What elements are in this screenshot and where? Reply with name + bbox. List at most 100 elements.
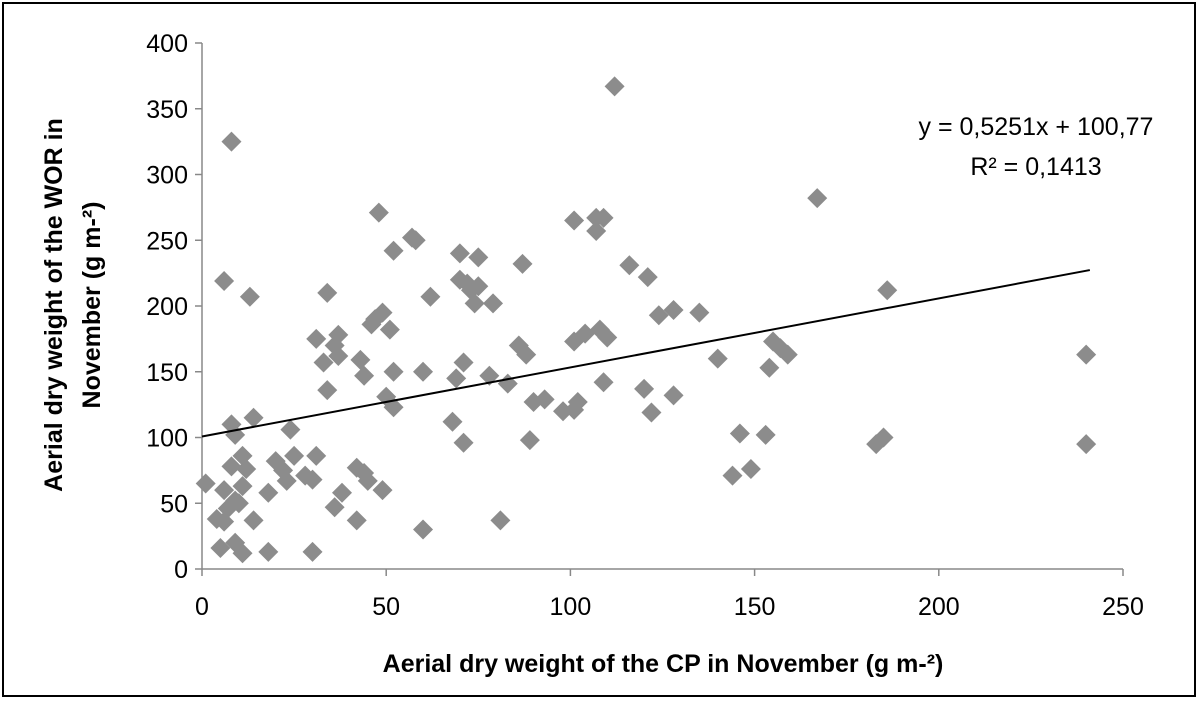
data-point xyxy=(232,476,253,497)
data-point xyxy=(317,380,338,401)
data-point xyxy=(383,240,404,261)
data-point xyxy=(302,541,323,562)
data-point xyxy=(350,349,371,370)
data-point xyxy=(214,511,235,532)
data-point xyxy=(449,243,470,264)
data-point xyxy=(519,430,540,451)
data-point xyxy=(243,407,264,428)
data-point xyxy=(354,365,375,386)
data-point xyxy=(759,357,780,378)
data-point xyxy=(442,411,463,432)
data-point xyxy=(740,459,761,480)
data-point xyxy=(597,327,618,348)
data-point xyxy=(707,348,728,369)
data-points xyxy=(195,76,1097,564)
x-tick-label: 0 xyxy=(195,593,209,621)
data-point xyxy=(413,519,434,540)
data-point xyxy=(564,331,585,352)
data-point xyxy=(258,482,279,503)
data-point xyxy=(284,445,305,466)
data-point xyxy=(877,280,898,301)
data-point xyxy=(641,402,662,423)
y-tick-label: 400 xyxy=(146,30,188,58)
data-point xyxy=(383,361,404,382)
data-point xyxy=(807,188,828,209)
data-point xyxy=(361,314,382,335)
y-axis-title-line2: November (g m-²) xyxy=(78,202,106,409)
data-point xyxy=(357,470,378,491)
data-point xyxy=(331,482,352,503)
data-point xyxy=(317,282,338,303)
data-point xyxy=(405,230,426,251)
data-point xyxy=(634,378,655,399)
data-point xyxy=(306,445,327,466)
data-point xyxy=(523,391,544,412)
data-point xyxy=(236,459,257,480)
data-point xyxy=(648,305,669,326)
y-tick-label: 350 xyxy=(146,96,188,124)
data-point xyxy=(280,419,301,440)
data-point xyxy=(464,293,485,314)
data-point xyxy=(328,345,349,366)
data-point xyxy=(866,434,887,455)
data-point xyxy=(214,271,235,292)
data-point xyxy=(232,543,253,564)
data-point xyxy=(195,473,216,494)
y-axis-title: Aerial dry weight of the WOR in November… xyxy=(40,118,106,492)
data-point xyxy=(379,319,400,340)
trendline xyxy=(201,269,1091,438)
data-point xyxy=(468,247,489,268)
data-point xyxy=(722,465,743,486)
data-point xyxy=(586,221,607,242)
data-point xyxy=(346,510,367,531)
data-point xyxy=(453,352,474,373)
data-point xyxy=(368,202,389,223)
x-tick-label: 250 xyxy=(1102,593,1144,621)
data-point xyxy=(420,286,441,307)
r-squared-text: R² = 0,1413 xyxy=(970,153,1101,181)
data-point xyxy=(214,480,235,501)
data-point xyxy=(276,470,297,491)
data-point xyxy=(239,286,260,307)
data-point xyxy=(593,372,614,393)
data-point xyxy=(1076,434,1097,455)
data-point xyxy=(453,432,474,453)
data-point xyxy=(446,368,467,389)
data-point xyxy=(324,497,345,518)
y-tick-label: 250 xyxy=(146,227,188,255)
data-point xyxy=(221,131,242,152)
data-point xyxy=(564,399,585,420)
data-point xyxy=(689,302,710,323)
data-point xyxy=(483,293,504,314)
data-point xyxy=(604,76,625,97)
y-tick-label: 50 xyxy=(160,490,188,518)
x-axis-title: Aerial dry weight of the CP in November … xyxy=(383,650,944,678)
y-tick-label: 200 xyxy=(146,293,188,321)
data-point xyxy=(516,344,537,365)
data-point xyxy=(564,210,585,231)
data-point xyxy=(593,207,614,228)
data-point xyxy=(755,424,776,445)
x-tick-label: 50 xyxy=(372,593,400,621)
y-axis-title-line1: Aerial dry weight of the WOR in xyxy=(40,118,68,492)
data-point xyxy=(313,352,334,373)
axis-ticks: 0 50 100 150 200 250 300 350 400 0 50 100 150 200 250 xyxy=(146,30,1144,621)
data-point xyxy=(777,344,798,365)
data-point xyxy=(637,267,658,288)
x-tick-label: 200 xyxy=(918,593,960,621)
data-point xyxy=(1076,344,1097,365)
data-point xyxy=(663,385,684,406)
data-point xyxy=(221,456,242,477)
data-point xyxy=(619,255,640,276)
data-point xyxy=(258,541,279,562)
data-point xyxy=(302,469,323,490)
y-tick-label: 300 xyxy=(146,162,188,190)
data-point xyxy=(413,361,434,382)
data-point xyxy=(490,510,511,531)
y-tick-label: 0 xyxy=(174,556,188,584)
x-tick-label: 150 xyxy=(734,593,776,621)
data-point xyxy=(497,373,518,394)
x-tick-label: 100 xyxy=(550,593,592,621)
